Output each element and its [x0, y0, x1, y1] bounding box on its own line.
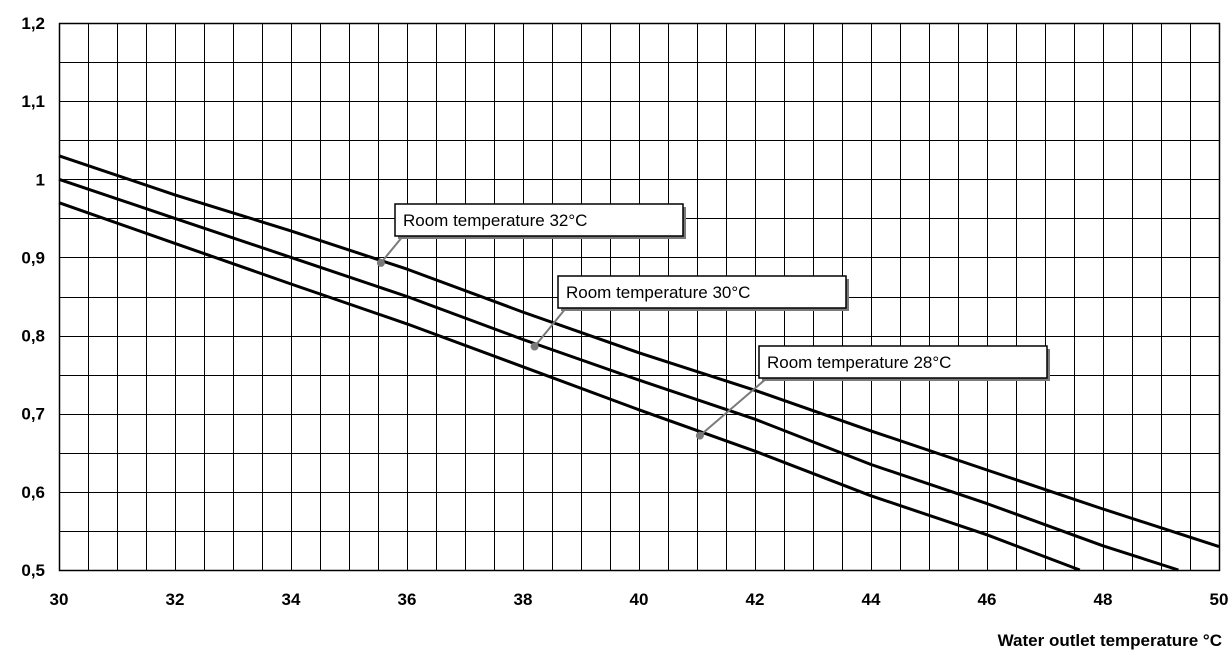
annotation-0: Room temperature 32°C [376, 203, 686, 267]
x-tick-label: 40 [630, 590, 649, 609]
x-tick-label: 48 [1094, 590, 1113, 609]
x-tick-label: 34 [282, 590, 301, 609]
plot-frame [58, 22, 1221, 572]
series-lines [58, 154, 1220, 572]
x-tick-label: 42 [746, 590, 765, 609]
annotation-leader [533, 307, 567, 348]
x-tick-label: 32 [166, 590, 185, 609]
annotation-point [695, 431, 704, 440]
x-tick-label: 38 [514, 590, 533, 609]
y-tick-label: 0,8 [21, 327, 45, 346]
annotation-leader [699, 377, 768, 437]
annotation-box [394, 203, 684, 237]
annotation-box [557, 275, 847, 309]
annotation-point [376, 258, 385, 267]
annotation-leader [380, 235, 404, 264]
x-axis-title: Water outlet temperature °C [998, 631, 1222, 650]
annotations: Room temperature 32°C Room temperature 30… [376, 203, 1050, 440]
series-line-2 [58, 201, 1081, 572]
y-tick-label: 1,2 [21, 14, 45, 33]
series-line-1 [58, 177, 1179, 572]
y-tick-label: 0,9 [21, 248, 45, 267]
x-tick-label: 46 [978, 590, 997, 609]
x-tick-label: 30 [50, 590, 69, 609]
annotation-label: Room temperature 32°C [403, 211, 587, 230]
y-tick-label: 0,7 [21, 405, 45, 424]
x-tick-label: 50 [1210, 590, 1229, 609]
x-tick-label: 36 [398, 590, 417, 609]
x-tick-label: 44 [862, 590, 881, 609]
annotation-point [530, 342, 539, 351]
y-tick-label: 1 [36, 170, 45, 189]
tick-labels: 30 32 34 36 38 40 42 44 46 48 50 0,5 0,6 0,7 0,8 0,9 1 1,… [21, 14, 1228, 609]
y-tick-label: 0,6 [21, 483, 45, 502]
y-tick-label: 1,1 [21, 92, 45, 111]
annotation-box [758, 345, 1048, 379]
annotation-label: Room temperature 30°C [566, 283, 750, 302]
annotation-2: Room temperature 28°C [695, 345, 1050, 440]
series-line-0 [58, 154, 1220, 549]
annotation-label: Room temperature 28°C [767, 353, 951, 372]
y-tick-label: 0,5 [21, 561, 45, 580]
annotation-1: Room temperature 30°C [530, 275, 849, 351]
